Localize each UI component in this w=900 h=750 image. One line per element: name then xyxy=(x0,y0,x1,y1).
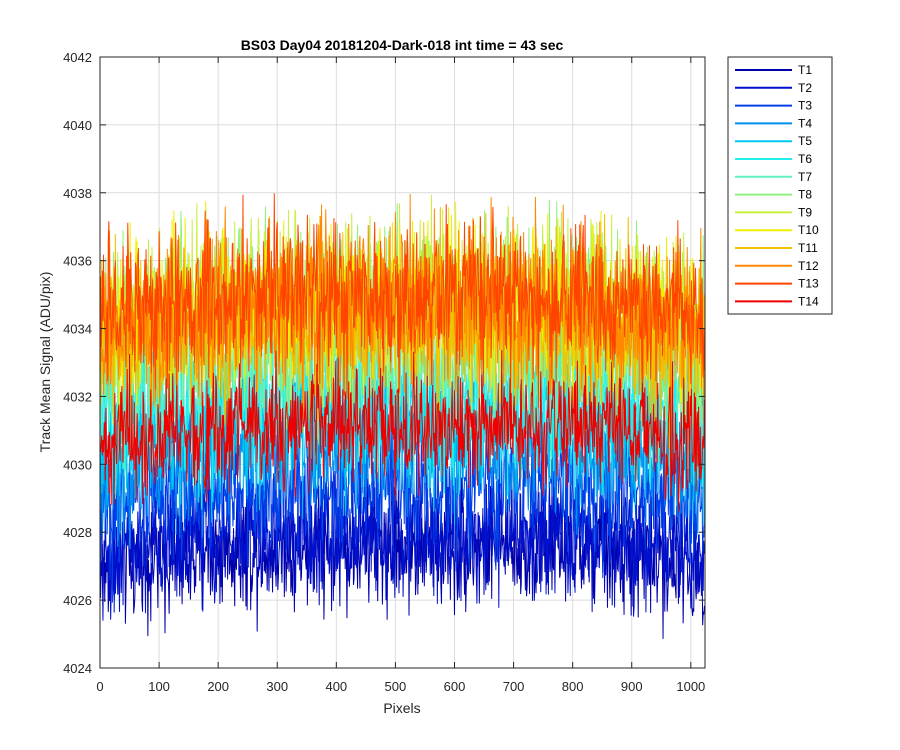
chart-title: BS03 Day04 20181204-Dark-018 int time = … xyxy=(241,37,564,53)
legend-label-t3: T3 xyxy=(798,99,812,113)
legend-label-t1: T1 xyxy=(798,63,812,77)
x-tick-label: 1000 xyxy=(676,679,705,694)
legend: T1 T2 T3 T4 T5 T6 T7 T8 T9 T10 T11 T12 T13 T14 xyxy=(727,56,833,315)
y-tick-label: 4040 xyxy=(63,118,92,133)
series-line-t5 xyxy=(99,315,705,525)
y-tick-label: 4032 xyxy=(63,389,92,404)
series-line-t14 xyxy=(99,350,705,512)
axes-box xyxy=(99,56,706,669)
legend-label-t12: T12 xyxy=(798,259,819,273)
legend-label-t14: T14 xyxy=(798,294,819,308)
legend-label-t9: T9 xyxy=(798,205,812,219)
y-tick-label: 4036 xyxy=(63,254,92,269)
x-tick-label: 0 xyxy=(96,679,103,694)
legend-label-t8: T8 xyxy=(798,188,812,202)
series-line-t6 xyxy=(99,289,705,512)
y-tick-label: 4024 xyxy=(63,661,92,676)
y-tick-label: 4034 xyxy=(63,322,92,337)
y-tick-label: 4042 xyxy=(63,50,92,65)
series-lines xyxy=(99,193,705,639)
x-tick-label: 200 xyxy=(207,679,229,694)
legend-label-t5: T5 xyxy=(798,134,812,148)
x-tick-labels: 0 100 200 300 400 500 600 700 800 900 1000 xyxy=(96,679,705,694)
y-tick-label: 4028 xyxy=(63,525,92,540)
legend-label-t7: T7 xyxy=(798,170,812,184)
legend-label-t4: T4 xyxy=(798,116,812,130)
x-tick-label: 600 xyxy=(444,679,466,694)
y-axis-title: Track Mean Signal (ADU/pix) xyxy=(37,272,53,453)
y-tick-label: 4026 xyxy=(63,593,92,608)
series-line-t2 xyxy=(99,448,705,621)
y-tick-label: 4030 xyxy=(63,457,92,472)
x-tick-label: 800 xyxy=(562,679,584,694)
x-tick-label: 100 xyxy=(148,679,170,694)
x-tick-label: 400 xyxy=(325,679,347,694)
legend-label-t6: T6 xyxy=(798,152,812,166)
x-tick-label: 900 xyxy=(621,679,643,694)
legend-label-t2: T2 xyxy=(798,81,812,95)
y-tick-label: 4038 xyxy=(63,186,92,201)
x-axis-title: Pixels xyxy=(383,700,420,716)
tick-marks xyxy=(99,56,705,669)
series-line-t13 xyxy=(99,193,705,409)
y-tick-labels: 4024 4026 4028 4030 4032 4034 4036 4038 4040 4042 xyxy=(63,50,92,676)
legend-label-t13: T13 xyxy=(798,277,819,291)
series-line-t1 xyxy=(99,462,705,639)
legend-label-t10: T10 xyxy=(798,223,819,237)
legend-label-t11: T11 xyxy=(798,241,818,255)
legend-box xyxy=(727,56,833,315)
x-tick-label: 500 xyxy=(385,679,407,694)
x-tick-label: 700 xyxy=(503,679,525,694)
x-tick-label: 300 xyxy=(266,679,288,694)
